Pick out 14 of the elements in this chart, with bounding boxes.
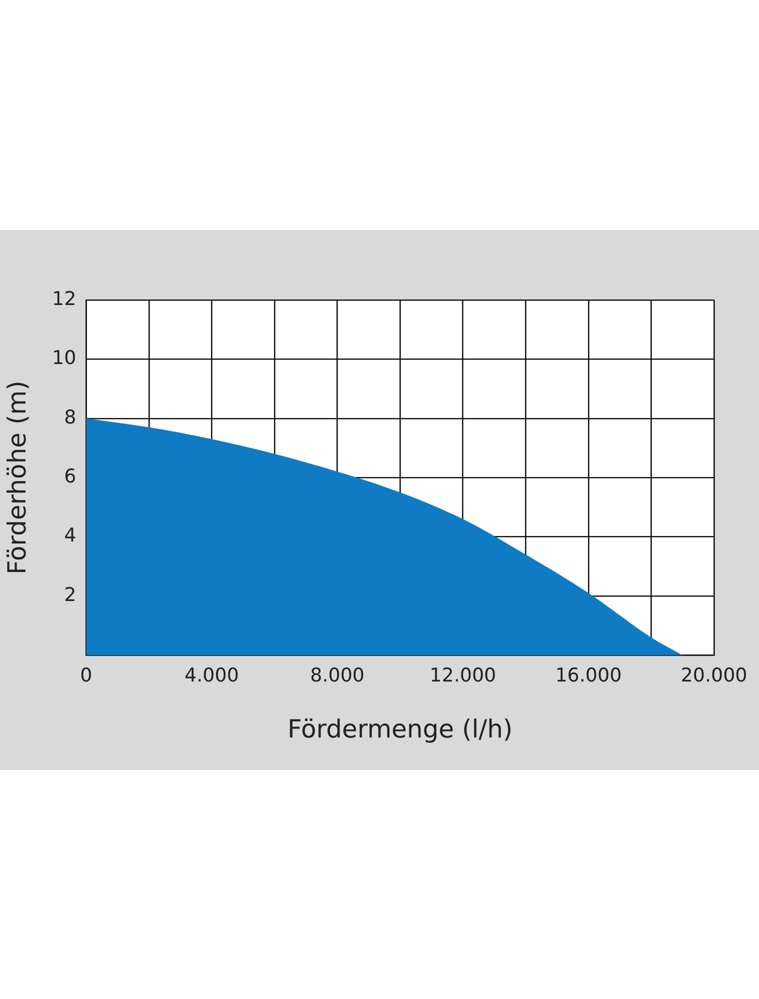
x-axis-title: Fördermenge (l/h)	[287, 714, 513, 744]
y-tick-label: 10	[52, 347, 76, 370]
x-tick-label: 16.000	[555, 664, 622, 687]
y-tick-label: 4	[64, 524, 76, 547]
y-tick-label: 6	[64, 466, 76, 488]
y-tick-label: 2	[64, 584, 76, 606]
x-tick-label: 12.000	[430, 664, 496, 687]
y-tick-label: 8	[64, 406, 76, 428]
x-tick-label: 20.000	[680, 664, 748, 687]
y-tick-label: 12	[52, 288, 76, 310]
x-tick-label: 0	[80, 664, 92, 687]
x-tick-label: 8.000	[310, 664, 365, 687]
x-tick-label: 4.000	[184, 664, 239, 687]
y-axis-title: Förderhöhe (m)	[2, 380, 32, 575]
